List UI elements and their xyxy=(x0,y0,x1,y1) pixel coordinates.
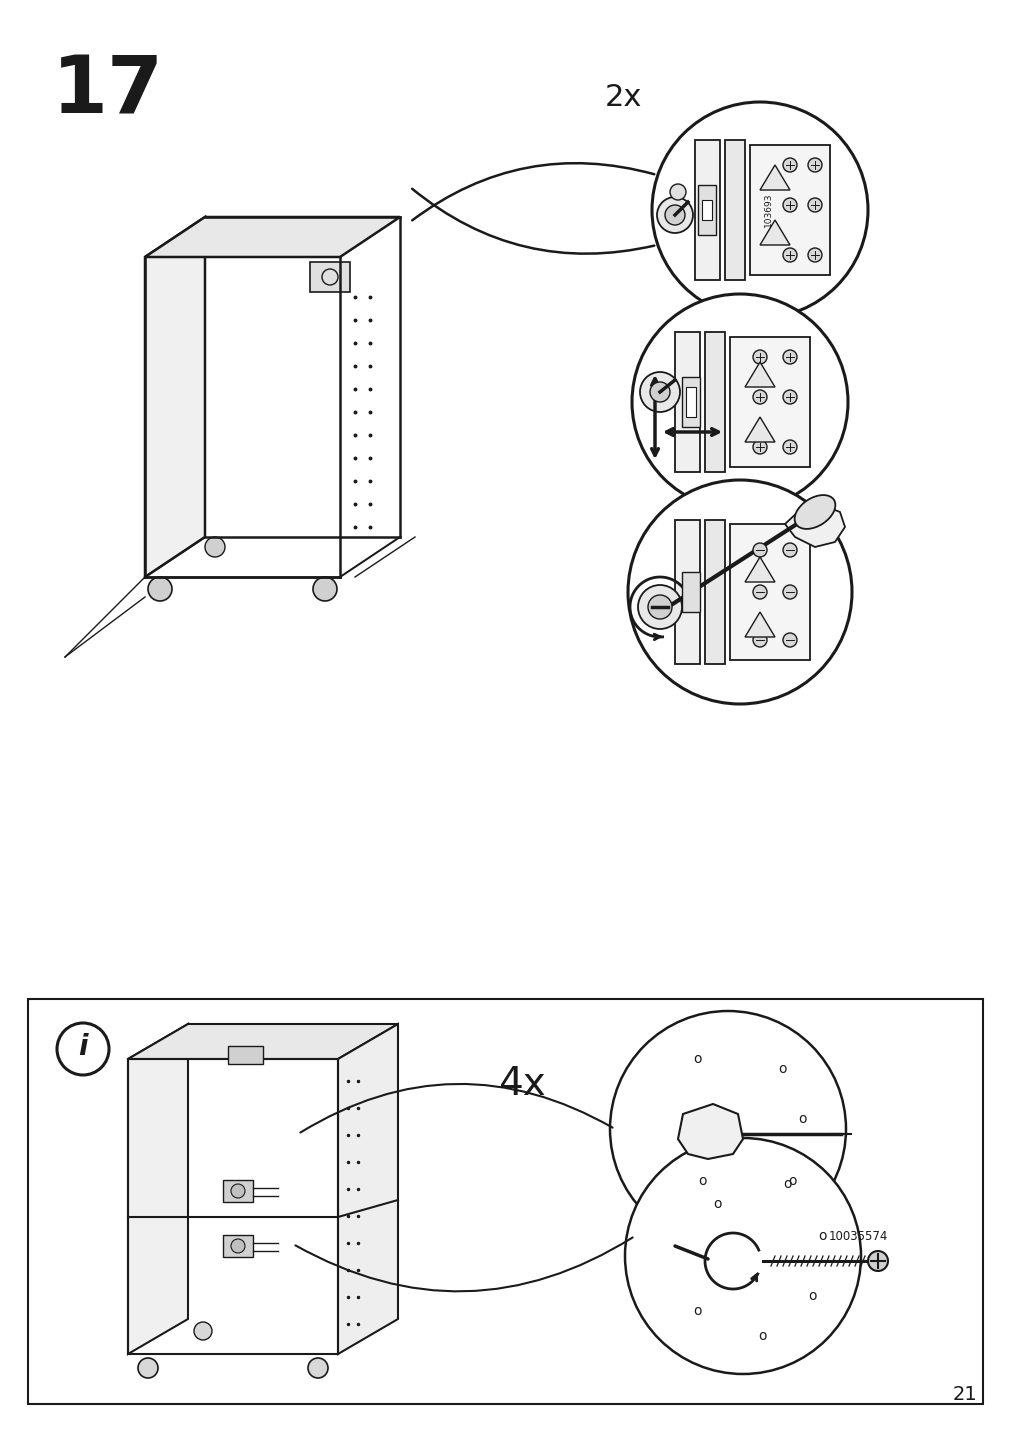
Circle shape xyxy=(637,586,681,629)
Text: o: o xyxy=(798,1113,807,1126)
Text: 21: 21 xyxy=(951,1385,976,1403)
Bar xyxy=(729,337,809,467)
Circle shape xyxy=(783,349,797,364)
Circle shape xyxy=(752,349,766,364)
Polygon shape xyxy=(759,221,790,245)
Text: o: o xyxy=(758,1329,766,1343)
Circle shape xyxy=(148,577,172,601)
Bar xyxy=(222,1234,253,1257)
Bar xyxy=(729,524,809,660)
Circle shape xyxy=(783,543,797,557)
Bar xyxy=(674,520,700,664)
Circle shape xyxy=(783,633,797,647)
Circle shape xyxy=(656,198,693,233)
Polygon shape xyxy=(145,218,205,577)
Circle shape xyxy=(783,440,797,454)
Circle shape xyxy=(867,1252,887,1272)
Text: 10035574: 10035574 xyxy=(827,1230,887,1243)
Bar xyxy=(724,140,744,281)
Circle shape xyxy=(639,372,679,412)
Bar xyxy=(705,520,724,664)
Bar xyxy=(681,571,700,611)
Text: 17: 17 xyxy=(52,52,164,130)
Bar xyxy=(685,387,696,417)
Circle shape xyxy=(752,543,766,557)
Circle shape xyxy=(807,198,821,212)
Circle shape xyxy=(312,577,337,601)
Circle shape xyxy=(783,198,797,212)
Circle shape xyxy=(610,1011,845,1247)
Polygon shape xyxy=(744,362,774,387)
Text: o: o xyxy=(783,1177,792,1191)
Bar xyxy=(674,332,700,473)
Circle shape xyxy=(807,248,821,262)
Circle shape xyxy=(628,480,851,705)
Circle shape xyxy=(669,183,685,200)
Circle shape xyxy=(651,102,867,318)
Ellipse shape xyxy=(794,495,834,528)
Circle shape xyxy=(649,382,669,402)
Circle shape xyxy=(783,390,797,404)
Circle shape xyxy=(783,586,797,599)
Bar xyxy=(698,185,716,235)
Circle shape xyxy=(752,390,766,404)
Circle shape xyxy=(137,1358,158,1378)
Text: i: i xyxy=(78,1032,88,1061)
Circle shape xyxy=(752,440,766,454)
Polygon shape xyxy=(677,1104,742,1158)
Polygon shape xyxy=(145,218,399,256)
Bar xyxy=(705,332,724,473)
Bar xyxy=(749,145,829,275)
Text: o: o xyxy=(818,1229,826,1243)
Circle shape xyxy=(194,1322,211,1340)
Bar xyxy=(222,1180,253,1201)
Bar xyxy=(227,1045,263,1064)
Circle shape xyxy=(752,633,766,647)
Circle shape xyxy=(807,158,821,172)
Circle shape xyxy=(664,205,684,225)
Bar xyxy=(681,377,700,427)
Text: o: o xyxy=(694,1305,702,1317)
Text: o: o xyxy=(788,1174,797,1189)
Text: 4x: 4x xyxy=(497,1065,545,1103)
Bar xyxy=(28,1000,982,1403)
Circle shape xyxy=(231,1239,245,1253)
Circle shape xyxy=(625,1138,860,1373)
Polygon shape xyxy=(744,557,774,581)
Text: 103693: 103693 xyxy=(762,193,771,228)
Polygon shape xyxy=(759,165,790,190)
Polygon shape xyxy=(744,417,774,442)
Circle shape xyxy=(231,1184,245,1199)
Polygon shape xyxy=(338,1024,397,1355)
Polygon shape xyxy=(127,1024,397,1060)
Circle shape xyxy=(632,294,847,510)
Circle shape xyxy=(783,248,797,262)
Circle shape xyxy=(205,537,224,557)
Circle shape xyxy=(752,586,766,599)
Circle shape xyxy=(647,596,671,619)
Text: o: o xyxy=(698,1174,707,1189)
Text: 2x: 2x xyxy=(604,83,641,112)
Polygon shape xyxy=(744,611,774,637)
Polygon shape xyxy=(127,1024,188,1355)
Text: o: o xyxy=(713,1197,722,1211)
Bar xyxy=(702,200,712,221)
Text: o: o xyxy=(778,1063,787,1075)
Polygon shape xyxy=(785,504,844,547)
Bar xyxy=(309,262,350,292)
Bar xyxy=(695,140,719,281)
Circle shape xyxy=(783,158,797,172)
Text: o: o xyxy=(694,1053,702,1065)
Text: o: o xyxy=(808,1289,817,1303)
Circle shape xyxy=(307,1358,328,1378)
